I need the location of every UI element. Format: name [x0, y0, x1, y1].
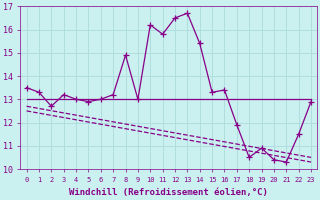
X-axis label: Windchill (Refroidissement éolien,°C): Windchill (Refroidissement éolien,°C)	[69, 188, 268, 197]
